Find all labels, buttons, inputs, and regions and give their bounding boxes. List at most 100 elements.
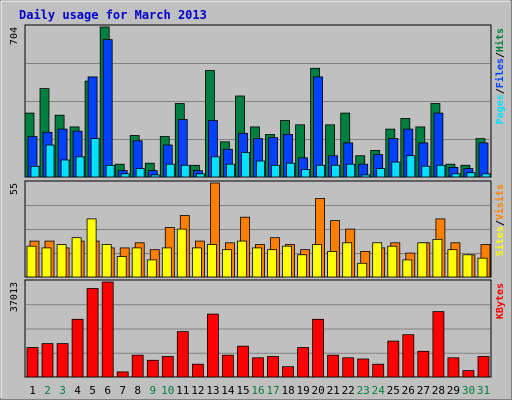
bar-kbytes-day-30 <box>462 370 475 378</box>
bar-kbytes-day-20 <box>312 318 325 378</box>
bar-sites-day-24 <box>372 242 383 278</box>
bar-kbytes-day-3 <box>56 343 69 378</box>
bar-pages-day-31 <box>481 173 491 178</box>
bar-sites-day-13 <box>206 244 217 278</box>
panel-legend: KBytes <box>495 283 506 319</box>
x-tick-label-day-22: 22 <box>342 384 355 397</box>
bar-pages-day-28 <box>436 164 446 178</box>
bar-kbytes-day-23 <box>357 358 370 378</box>
bar-kbytes-day-16 <box>252 357 264 378</box>
bar-pages-day-18 <box>286 162 295 178</box>
bar-pages-day-8 <box>135 168 145 178</box>
x-tick-label-day-19: 19 <box>296 384 309 397</box>
bar-pages-day-6 <box>105 164 115 178</box>
bar-kbytes-day-4 <box>71 318 84 378</box>
x-tick-label-day-27: 27 <box>417 384 430 397</box>
bar-sites-day-14 <box>221 249 232 278</box>
x-tick-label-day-7: 7 <box>119 384 126 397</box>
chart-title: Daily usage for March 2013 <box>19 8 207 22</box>
bar-sites-day-22 <box>342 242 353 278</box>
x-tick-label-day-2: 2 <box>44 384 51 397</box>
bar-pages-day-1 <box>30 165 40 178</box>
x-tick-label-day-31: 31 <box>477 384 490 397</box>
x-tick-label-day-12: 12 <box>191 384 204 397</box>
x-tick-label-day-18: 18 <box>281 384 294 397</box>
legend-pages: Pages <box>495 94 506 124</box>
bar-kbytes-day-9 <box>146 359 159 378</box>
x-tick-label-day-20: 20 <box>311 384 324 397</box>
bar-pages-day-3 <box>60 159 70 178</box>
bar-kbytes-day-31 <box>477 356 490 378</box>
legend-visits: Visits <box>494 184 506 220</box>
bar-pages-day-26 <box>406 155 416 178</box>
legend-kbytes: KBytes <box>495 283 506 319</box>
bar-kbytes-day-8 <box>131 354 144 378</box>
panel-legend: Sites/Visits <box>494 184 506 256</box>
bar-pages-day-30 <box>466 172 476 178</box>
bar-sites-day-12 <box>191 247 202 278</box>
bar-sites-day-10 <box>161 247 172 278</box>
bar-kbytes-day-26 <box>402 334 415 378</box>
bar-files-day-6 <box>102 39 113 178</box>
legend-separator: / <box>495 52 506 58</box>
bar-pages-day-27 <box>421 165 431 178</box>
legend-hits: Hits <box>494 28 506 52</box>
bar-pages-day-24 <box>376 168 386 178</box>
x-tick-label-day-17: 17 <box>266 384 279 397</box>
bar-kbytes-day-12 <box>191 363 204 378</box>
y-axis-max-label: 55 <box>9 183 20 195</box>
bar-kbytes-day-18 <box>282 366 294 378</box>
bar-pages-day-11 <box>180 164 190 178</box>
x-tick-label-day-4: 4 <box>74 384 81 397</box>
bar-pages-day-21 <box>331 164 341 178</box>
bar-pages-day-10 <box>165 163 175 178</box>
legend-sites: Sites <box>494 226 506 256</box>
bar-sites-day-9 <box>146 259 157 278</box>
bar-pages-day-20 <box>316 164 326 178</box>
bar-pages-day-29 <box>451 173 461 178</box>
bar-kbytes-day-5 <box>86 288 99 378</box>
x-tick-label-day-16: 16 <box>251 384 264 397</box>
x-tick-label-day-1: 1 <box>29 384 36 397</box>
bar-kbytes-day-13 <box>206 313 219 378</box>
x-tick-label-day-6: 6 <box>104 384 111 397</box>
bar-pages-day-19 <box>301 169 311 178</box>
bar-sites-day-30 <box>462 254 473 278</box>
x-tick-label-day-24: 24 <box>372 384 386 397</box>
bar-files-day-20 <box>313 76 324 178</box>
x-tick-label-day-15: 15 <box>236 384 249 397</box>
bar-sites-day-15 <box>237 240 247 278</box>
bar-kbytes-day-17 <box>267 356 279 378</box>
bar-kbytes-day-10 <box>161 356 174 378</box>
bar-pages-day-12 <box>195 173 205 178</box>
bar-pages-day-13 <box>210 156 220 178</box>
bar-sites-day-4 <box>71 237 82 278</box>
x-tick-label-day-8: 8 <box>134 384 141 397</box>
bar-kbytes-day-22 <box>342 357 355 378</box>
bar-sites-day-23 <box>357 262 368 278</box>
bar-pages-day-15 <box>241 152 250 178</box>
legend-separator: / <box>495 88 506 94</box>
x-tick-label-day-9: 9 <box>149 384 156 397</box>
bar-pages-day-9 <box>150 174 160 178</box>
x-tick-label-day-30: 30 <box>462 384 475 397</box>
y-axis-max-label: 37013 <box>9 282 20 312</box>
legend-files: Files <box>494 58 506 88</box>
x-tick-label-day-14: 14 <box>221 384 235 397</box>
x-tick-label-day-10: 10 <box>161 384 174 397</box>
x-tick-label-day-11: 11 <box>176 384 189 397</box>
bar-pages-day-25 <box>391 161 401 178</box>
bar-sites-day-18 <box>282 245 292 278</box>
bar-sites-day-17 <box>267 249 277 278</box>
bar-sites-day-3 <box>56 244 67 278</box>
bar-sites-day-8 <box>131 247 142 278</box>
bar-sites-day-26 <box>402 259 413 278</box>
panel-kbytes: 37013 KBytes <box>9 279 506 378</box>
bar-sites-day-2 <box>41 247 52 278</box>
bar-kbytes-day-24 <box>372 363 385 378</box>
series-sites <box>26 218 488 278</box>
bar-pages-day-2 <box>45 144 55 178</box>
bar-kbytes-day-1 <box>26 347 39 378</box>
